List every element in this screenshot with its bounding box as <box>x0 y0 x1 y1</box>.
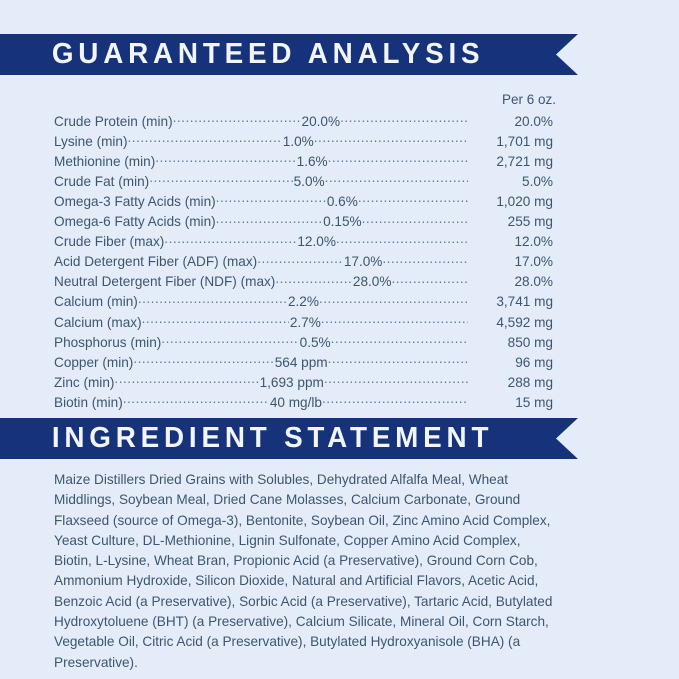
nutrient-row: Crude Fiber (max) 12.0% 12.0% <box>54 233 553 253</box>
nutrient-per-serving-value: 1,701 mg <box>496 133 554 149</box>
guaranteed-analysis-table: Crude Protein (min) 20.0% 20.0% Lysine (min… <box>54 112 553 413</box>
nutrient-value: 12.0% <box>297 234 336 250</box>
nutrient-value: 2.2% <box>287 294 319 310</box>
nutrient-per-serving-value: 17.0% <box>514 254 553 270</box>
nutrient-name: Calcium (max) <box>54 314 142 330</box>
nutrient-row: Calcium (min) 2.2% 3,741 mg <box>54 293 553 313</box>
nutrient-row: Omega-3 Fatty Acids (min) 0.6% 1,020 mg <box>54 192 553 212</box>
dotted-leader <box>314 132 468 146</box>
nutrient-row: Lysine (min) 1.0% 1,701 mg <box>54 132 553 152</box>
nutrient-value: 1,693 ppm <box>259 374 324 390</box>
nutrient-per-serving-value: 96 mg <box>515 354 554 370</box>
nutrient-per-serving-value: 15 mg <box>515 394 554 410</box>
nutrient-value: 1.6% <box>296 153 328 169</box>
per-serving-column-label: Per 6 oz. <box>501 92 556 107</box>
nutrient-per-serving-value: 288 mg <box>507 374 554 390</box>
dotted-leader <box>322 393 468 407</box>
nutrient-name: Omega-3 Fatty Acids (min) <box>54 193 216 209</box>
dotted-leader <box>114 373 258 387</box>
nutrient-value: 28.0% <box>352 274 392 290</box>
dotted-leader <box>328 353 468 367</box>
nutrient-row: Zinc (min) 1,693 ppm 288 mg <box>54 373 553 393</box>
dotted-leader <box>325 172 468 186</box>
dotted-leader <box>382 253 468 267</box>
nutrient-row: Phosphorus (min) 0.5% 850 mg <box>54 333 553 353</box>
nutrient-per-serving-value: 850 mg <box>507 334 553 350</box>
dotted-leader <box>321 313 468 327</box>
nutrient-per-serving-value: 3,741 mg <box>496 294 554 310</box>
dotted-leader <box>138 293 287 307</box>
nutrient-value: 2.7% <box>289 314 321 330</box>
dotted-leader <box>358 192 468 206</box>
dotted-leader <box>142 313 289 327</box>
nutrient-per-serving-value: 28.0% <box>514 274 553 290</box>
nutrient-value: 0.5% <box>299 334 331 350</box>
dotted-leader <box>155 152 295 166</box>
dotted-leader <box>149 172 292 186</box>
dotted-leader <box>319 293 468 307</box>
nutrient-row: Methionine (min) 1.6% 2,721 mg <box>54 152 553 172</box>
nutrient-name: Crude Fat (min) <box>54 173 150 189</box>
nutrient-value: 5.0% <box>293 173 325 189</box>
nutrient-name: Crude Protein (min) <box>54 113 173 129</box>
nutrient-per-serving-value: 20.0% <box>514 113 553 129</box>
dotted-leader <box>257 253 343 267</box>
nutrient-name: Lysine (min) <box>54 133 128 149</box>
dotted-leader <box>340 112 468 126</box>
nutrient-name: Calcium (min) <box>54 294 138 310</box>
dotted-leader <box>133 353 273 367</box>
dotted-leader <box>216 212 322 226</box>
nutrient-name: Acid Detergent Fiber (ADF) (max) <box>54 254 258 270</box>
nutrient-row: Calcium (max) 2.7% 4,592 mg <box>54 313 553 333</box>
nutrient-name: Copper (min) <box>54 354 134 370</box>
guaranteed-analysis-title: GUARANTEED ANALYSIS <box>51 38 485 70</box>
nutrient-row: Biotin (min) 40 mg/lb 15 mg <box>54 393 553 413</box>
nutrient-per-serving-value: 2,721 mg <box>496 153 554 169</box>
dotted-leader <box>391 273 468 287</box>
dotted-leader <box>216 192 326 206</box>
dotted-leader <box>362 212 468 226</box>
nutrient-value: 564 ppm <box>274 354 328 370</box>
nutrient-row: Copper (min) 564 ppm 96 mg <box>54 353 553 373</box>
nutrient-row: Crude Fat (min) 5.0% 5.0% <box>54 172 553 192</box>
dotted-leader <box>324 373 468 387</box>
nutrient-name: Omega-6 Fatty Acids (min) <box>54 214 216 230</box>
dotted-leader <box>336 233 468 247</box>
ingredient-statement-banner: INGREDIENT STATEMENT <box>0 418 578 459</box>
nutrient-row: Crude Protein (min) 20.0% 20.0% <box>54 112 553 132</box>
nutrient-value: 17.0% <box>343 254 383 270</box>
dotted-leader <box>128 132 282 146</box>
nutrient-row: Acid Detergent Fiber (ADF) (max) 17.0% 17.… <box>54 253 553 273</box>
nutrient-name: Crude Fiber (max) <box>54 234 165 250</box>
guaranteed-analysis-banner: GUARANTEED ANALYSIS <box>0 34 578 75</box>
dotted-leader <box>328 152 468 166</box>
nutrient-value: 40 mg/lb <box>269 394 322 410</box>
nutrient-name: Methionine (min) <box>54 153 156 169</box>
dotted-leader <box>164 233 296 247</box>
ingredient-statement-text: Maize Distillers Dried Grains with Solub… <box>54 472 553 670</box>
ingredient-statement-title: INGREDIENT STATEMENT <box>51 422 494 454</box>
nutrient-per-serving-value: 5.0% <box>522 173 554 189</box>
nutrient-name: Biotin (min) <box>54 394 123 410</box>
nutrient-row: Omega-6 Fatty Acids (min) 0.15% 255 mg <box>54 212 553 232</box>
nutrient-value: 0.6% <box>326 193 358 209</box>
nutrient-row: Neutral Detergent Fiber (NDF) (max) 28.0%… <box>54 273 553 293</box>
nutrient-value: 0.15% <box>323 214 362 230</box>
dotted-leader <box>275 273 352 287</box>
dotted-leader <box>173 112 301 126</box>
nutrient-name: Neutral Detergent Fiber (NDF) (max) <box>54 274 276 290</box>
dotted-leader <box>123 393 269 407</box>
nutrient-name: Zinc (min) <box>54 374 115 390</box>
nutrient-name: Phosphorus (min) <box>54 334 162 350</box>
nutrient-per-serving-value: 255 mg <box>507 214 553 230</box>
nutrient-per-serving-value: 4,592 mg <box>496 314 553 330</box>
nutrient-value: 1.0% <box>282 133 314 149</box>
nutrient-per-serving-value: 12.0% <box>514 234 553 250</box>
dotted-leader <box>161 333 298 347</box>
nutrient-value: 20.0% <box>301 113 341 129</box>
dotted-leader <box>331 333 468 347</box>
nutrient-per-serving-value: 1,020 mg <box>496 193 553 209</box>
